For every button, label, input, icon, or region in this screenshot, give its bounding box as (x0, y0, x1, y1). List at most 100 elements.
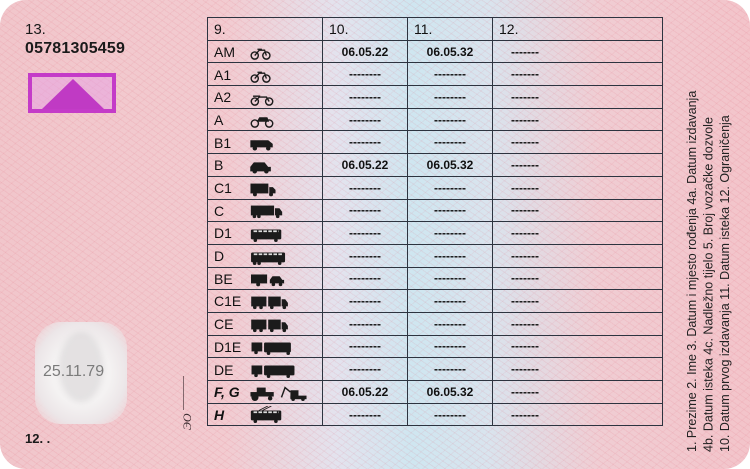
car-icon (250, 162, 271, 174)
first-issue-date: -------- (322, 198, 408, 223)
first-issue-date: -------- (322, 402, 408, 427)
category-row: BE -------- -------- ------- (207, 266, 663, 291)
category-row: B1 -------- -------- ------- (207, 130, 663, 155)
expiry-date: 06.05.32 (407, 153, 493, 177)
ghost-photo-date: 25.11.79 (43, 363, 105, 380)
first-issue-date: -------- (322, 85, 408, 109)
category-cell: AM (207, 39, 323, 64)
first-issue-date: -------- (322, 221, 408, 245)
document-number: 05781305459 (25, 40, 126, 57)
header-col-12: 12. (492, 17, 663, 41)
restrictions: ------- (492, 380, 663, 404)
category-code: CE (214, 316, 234, 333)
category-row: DE -------- -------- ------- (207, 357, 663, 381)
restrictions: ------- (492, 62, 663, 87)
category-cell: D1 (207, 221, 323, 245)
category-code: B (214, 157, 224, 174)
category-code: A (214, 111, 224, 128)
expiry-date: -------- (407, 289, 493, 313)
first-issue-date: -------- (322, 357, 408, 381)
category-cell: H (207, 402, 323, 427)
trolleybus-icon (250, 406, 282, 424)
card-maker-logo: ЭО (180, 376, 194, 430)
category-code: C (214, 202, 225, 219)
expiry-date: -------- (407, 198, 493, 223)
restrictions: ------- (492, 153, 663, 177)
ghost-photo (35, 322, 127, 424)
category-code: D1 (214, 225, 232, 242)
first-issue-date: -------- (322, 243, 408, 268)
table-header-row: 9. 10. 11. 12. (207, 17, 663, 41)
category-code: C1E (214, 293, 242, 310)
expiry-date: 06.05.32 (407, 380, 493, 404)
category-code: A1 (214, 66, 232, 83)
restrictions: ------- (492, 266, 663, 291)
restrictions: ------- (492, 175, 663, 200)
category-cell: A1 (207, 62, 323, 87)
minibus-icon (250, 229, 282, 242)
field-legend: 1. Prezime 2. Ime 3. Datum i mjesto rođe… (684, 42, 734, 452)
bus-trailer-icon (251, 365, 295, 379)
field-13-label: 13. (25, 21, 46, 38)
expiry-date: -------- (407, 130, 493, 155)
first-issue-date: -------- (322, 62, 408, 87)
category-cell: F, G (207, 380, 323, 404)
excavator-icon (280, 386, 307, 401)
category-cell: B (207, 153, 323, 177)
expiry-date: -------- (407, 175, 493, 200)
restrictions: ------- (492, 243, 663, 268)
category-row: A -------- -------- ------- (207, 107, 663, 132)
expiry-date: -------- (407, 357, 493, 381)
category-row: H -------- -------- ------- (207, 402, 663, 427)
restrictions: ------- (492, 85, 663, 109)
category-code: AM (214, 43, 235, 60)
expiry-date: -------- (407, 85, 493, 109)
restrictions: ------- (492, 39, 663, 64)
category-code: C1 (214, 180, 232, 197)
category-cell: C1E (207, 289, 323, 313)
expiry-date: -------- (407, 107, 493, 132)
expiry-date: -------- (407, 311, 493, 336)
category-code: D1E (214, 338, 242, 355)
category-cell: B1 (207, 130, 323, 155)
legend-line-3: 10. Datum prvog izdavanja 11. Datum iste… (718, 115, 732, 452)
first-issue-date: -------- (322, 334, 408, 359)
restrictions: ------- (492, 130, 663, 155)
category-code: A2 (214, 89, 232, 106)
category-row: A2 -------- -------- ------- (207, 85, 663, 109)
restrictions: ------- (492, 357, 663, 381)
expiry-date: -------- (407, 62, 493, 87)
category-cell: CE (207, 311, 323, 336)
licence-categories-table: 9. 10. 11. 12. AM 06.05.22 06.05.32 ----… (207, 17, 663, 427)
category-row: B 06.05.22 06.05.32 ------- (207, 153, 663, 177)
category-cell: C1 (207, 175, 323, 200)
expiry-date: 06.05.32 (407, 39, 493, 64)
field-12-label: 12. . (25, 431, 51, 446)
category-cell: D (207, 243, 323, 268)
minibus-trailer-icon (251, 342, 291, 356)
expiry-date: -------- (407, 334, 493, 359)
first-issue-date: -------- (322, 311, 408, 336)
motorcycle-icon (250, 95, 274, 106)
first-issue-date: 06.05.22 (322, 380, 408, 404)
heavy-motorcycle-icon (250, 117, 274, 129)
first-issue-date: -------- (322, 130, 408, 155)
category-cell: C (207, 198, 323, 223)
category-cell: DE (207, 357, 323, 381)
category-cell: A2 (207, 85, 323, 109)
header-col-10: 10. (322, 17, 408, 41)
light-motorcycle-icon (250, 71, 271, 83)
restrictions: ------- (492, 311, 663, 336)
quadricycle-icon (250, 140, 273, 151)
restrictions: ------- (492, 334, 663, 359)
legend-line-1: 1. Prezime 2. Ime 3. Datum i mjesto rođe… (685, 90, 699, 452)
expiry-date: -------- (407, 243, 493, 268)
category-code: D (214, 248, 225, 265)
expiry-date: -------- (407, 221, 493, 245)
first-issue-date: -------- (322, 175, 408, 200)
light-truck-icon (250, 183, 276, 196)
category-cell: D1E (207, 334, 323, 359)
category-row: AM 06.05.22 06.05.32 ------- (207, 39, 663, 64)
category-row: D1E -------- -------- ------- (207, 334, 663, 359)
